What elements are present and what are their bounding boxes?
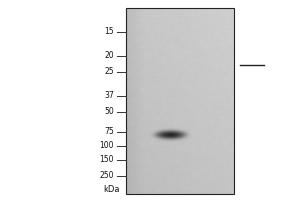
Text: 20: 20 <box>104 51 114 60</box>
Text: kDa: kDa <box>103 186 120 194</box>
Text: 15: 15 <box>104 27 114 36</box>
Text: 100: 100 <box>100 142 114 150</box>
Text: 75: 75 <box>104 128 114 136</box>
Text: 50: 50 <box>104 108 114 116</box>
Text: 150: 150 <box>100 156 114 164</box>
Text: 250: 250 <box>100 171 114 180</box>
Text: 37: 37 <box>104 92 114 100</box>
Text: 25: 25 <box>104 68 114 76</box>
Bar <box>126 8 234 194</box>
